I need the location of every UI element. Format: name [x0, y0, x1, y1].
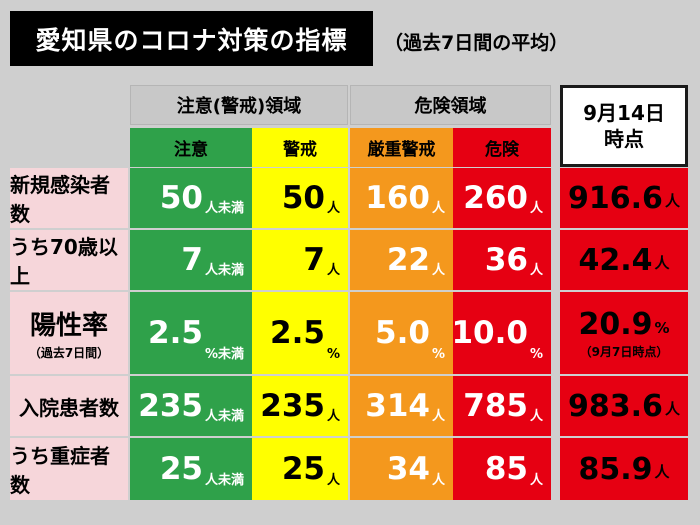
- value-unit: 人: [326, 473, 340, 488]
- column-header-alert: 警戒: [252, 128, 348, 167]
- row-label: 陽性率: [29, 311, 108, 341]
- row-label: うち70歳以上: [10, 235, 118, 288]
- group-header-danger-area: 危険領域: [350, 85, 551, 125]
- value-unit: 人: [529, 409, 543, 424]
- value-number: 2.5: [270, 315, 325, 351]
- current-date-label: 9月14日: [583, 101, 665, 125]
- cell-over-70-danger: 36 人: [453, 230, 551, 290]
- cell-new-cases-severe-alert: 160 人: [350, 168, 453, 228]
- cell-over-70-current: 42.4 人: [560, 230, 688, 290]
- cell-positivity-rate-alert: 2.5%: [252, 292, 348, 374]
- value-number: 25: [159, 451, 203, 487]
- value-unit: %: [431, 347, 445, 362]
- current-value-number: 85.9: [578, 451, 653, 487]
- row-label: 新規感染者数: [10, 173, 110, 226]
- cell-over-70-caution: 7 人未満: [130, 230, 252, 290]
- value-number: 7: [303, 242, 325, 278]
- cell-hospitalized-severe-alert: 314 人: [350, 376, 453, 436]
- column-header-severe-alert: 厳重警戒: [350, 128, 453, 167]
- current-value-number: 983.6: [568, 388, 663, 424]
- value-unit: 人: [431, 473, 445, 488]
- row-header-positivity-rate: 陽性率 （過去7日間）: [10, 292, 128, 374]
- value-unit: 人未満: [204, 201, 244, 216]
- row-header-over-70: うち70歳以上: [10, 230, 128, 290]
- value-number: 50: [159, 180, 203, 216]
- cell-new-cases-alert: 50 人: [252, 168, 348, 228]
- cell-hospitalized-current: 983.6 人: [560, 376, 688, 436]
- current-value-number: 20.9: [578, 306, 653, 342]
- group-header-caution-area: 注意(警戒)領域: [130, 85, 348, 125]
- cell-hospitalized-alert: 235 人: [252, 376, 348, 436]
- value-unit: 人: [431, 409, 445, 424]
- current-time-label: 時点: [604, 127, 644, 151]
- value-unit: 人: [326, 201, 340, 216]
- value-number: 34: [386, 451, 430, 487]
- cell-positivity-rate-current: 20.9% （9月7日時点）: [560, 292, 688, 374]
- current-value-note: （9月7日時点）: [579, 344, 669, 359]
- value-unit: 人: [326, 409, 340, 424]
- column-header-danger: 危険: [453, 128, 551, 167]
- current-value-unit: 人: [664, 191, 680, 210]
- cell-severe-cases-caution: 25 人未満: [130, 438, 252, 500]
- cell-new-cases-caution: 50 人未満: [130, 168, 252, 228]
- cell-positivity-rate-caution: 2.5 %未満: [130, 292, 252, 374]
- row-header-severe-cases: うち重症者数: [10, 438, 128, 500]
- value-number: 235: [138, 388, 203, 424]
- value-number: 10.0: [451, 315, 528, 351]
- value-number: 25: [281, 451, 325, 487]
- row-label: うち重症者数: [10, 444, 110, 497]
- current-value-unit: 人: [654, 462, 670, 481]
- value-number: 50: [281, 180, 325, 216]
- page-subtitle: （過去7日間の平均）: [384, 32, 569, 54]
- current-value-number: 916.6: [568, 180, 663, 216]
- cell-severe-cases-danger: 85 人: [453, 438, 551, 500]
- value-unit: 人未満: [204, 263, 244, 278]
- current-value-unit: 人: [664, 399, 680, 418]
- cell-over-70-severe-alert: 22 人: [350, 230, 453, 290]
- value-number: 7: [181, 242, 203, 278]
- value-number: 160: [365, 180, 430, 216]
- value-unit: 人未満: [204, 473, 244, 488]
- cell-hospitalized-danger: 785 人: [453, 376, 551, 436]
- value-unit: 人: [431, 201, 445, 216]
- column-header-caution: 注意: [130, 128, 252, 167]
- current-value-unit: 人: [654, 253, 670, 272]
- value-number: 235: [260, 388, 325, 424]
- cell-severe-cases-alert: 25 人: [252, 438, 348, 500]
- cell-severe-cases-current: 85.9 人: [560, 438, 688, 500]
- value-number: 22: [386, 242, 430, 278]
- page-title: 愛知県のコロナ対策の指標: [10, 11, 373, 66]
- value-number: 314: [365, 388, 430, 424]
- row-label: 入院患者数: [19, 395, 119, 420]
- current-value-unit: %: [654, 318, 670, 337]
- value-unit: %: [326, 347, 340, 362]
- row-header-hospitalized: 入院患者数: [10, 376, 128, 436]
- value-unit: %未満: [204, 347, 244, 362]
- value-number: 5.0: [375, 315, 430, 351]
- cell-hospitalized-caution: 235 人未満: [130, 376, 252, 436]
- value-unit: 人未満: [204, 409, 244, 424]
- value-number: 2.5: [148, 315, 203, 351]
- value-number: 785: [463, 388, 528, 424]
- value-number: 85: [484, 451, 528, 487]
- current-value-number: 42.4: [578, 242, 653, 278]
- value-unit: 人: [431, 263, 445, 278]
- value-unit: %: [529, 347, 543, 362]
- value-unit: 人: [529, 201, 543, 216]
- value-number: 260: [463, 180, 528, 216]
- cell-new-cases-current: 916.6 人: [560, 168, 688, 228]
- value-number: 36: [484, 242, 528, 278]
- current-date-header: 9月14日 時点: [560, 85, 688, 167]
- cell-positivity-rate-danger: 10.0%: [451, 292, 551, 374]
- value-unit: 人: [529, 263, 543, 278]
- cell-new-cases-danger: 260 人: [453, 168, 551, 228]
- cell-positivity-rate-severe-alert: 5.0%: [350, 292, 453, 374]
- row-header-new-cases: 新規感染者数: [10, 168, 128, 228]
- row-sublabel: （過去7日間）: [28, 346, 110, 360]
- value-unit: 人: [326, 263, 340, 278]
- cell-severe-cases-severe-alert: 34 人: [350, 438, 453, 500]
- value-unit: 人: [529, 473, 543, 488]
